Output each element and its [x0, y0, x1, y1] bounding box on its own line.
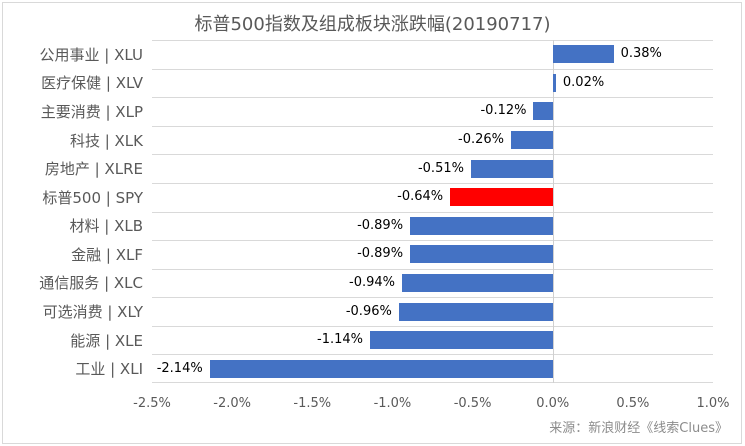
value-label: -0.96% — [345, 303, 392, 319]
gridline — [152, 40, 713, 41]
bar — [410, 245, 553, 264]
category-label: 科技 | XLK — [69, 131, 143, 150]
bar — [552, 45, 614, 64]
bar — [410, 216, 553, 235]
gridline — [152, 325, 713, 327]
bar — [398, 302, 553, 321]
x-tick-label: 1.0% — [696, 396, 730, 411]
bar — [552, 73, 556, 92]
gridline — [152, 268, 713, 270]
category-label: 通信服务 | XLC — [39, 274, 143, 293]
gridline — [152, 97, 713, 99]
category-label: 房地产 | XLRE — [44, 160, 143, 179]
plot-area: 0.38% 0.02% -0.12% -0.26% -0.51% -0.64% -0.89%… — [152, 40, 713, 383]
x-tick-label: -1.5% — [293, 396, 332, 411]
category-label: 能源 | XLE — [70, 331, 143, 350]
value-label: 0.02% — [562, 74, 605, 90]
category-label: 公用事业 | XLU — [39, 45, 143, 64]
x-tick-label: 0.5% — [616, 396, 650, 411]
x-axis: -2.5% -2.0% -1.5% -1.0% -0.5% 0.0% 0.5% 1.0% — [133, 396, 729, 414]
value-label: -0.64% — [397, 189, 444, 205]
gridline — [152, 354, 713, 356]
gridline — [152, 382, 713, 383]
category-axis: 公用事业 | XLU 医疗保健 | XLV 主要消费 | XLP 科技 | XLK 房地… — [0, 40, 143, 383]
category-label: 标普500 | SPY — [42, 188, 143, 207]
gridline — [152, 182, 713, 184]
gridline — [152, 125, 713, 127]
gridline — [152, 154, 713, 156]
value-label: -2.14% — [156, 360, 203, 376]
value-label: -0.89% — [357, 246, 404, 262]
gridline — [152, 297, 713, 299]
category-label: 主要消费 | XLP — [40, 102, 143, 121]
source-text: 来源：新浪财经《线索Clues》 — [549, 421, 728, 436]
value-label: -0.94% — [349, 274, 396, 290]
bar — [402, 273, 553, 292]
category-label: 医疗保健 | XLV — [41, 74, 143, 93]
x-tick-label: -1.0% — [373, 396, 412, 411]
category-label: 可选消费 | XLY — [42, 303, 143, 322]
x-tick-label: 0.0% — [536, 396, 570, 411]
bar — [209, 359, 553, 378]
zero-axis-line — [552, 40, 554, 383]
bar — [369, 331, 553, 350]
gridline — [152, 240, 713, 242]
value-label: -0.51% — [417, 160, 464, 176]
gridline — [152, 211, 713, 213]
gridline — [152, 68, 713, 70]
chart-title: 标普500指数及组成板块涨跌幅(20190717) — [194, 14, 551, 35]
category-label: 金融 | XLF — [71, 245, 143, 264]
value-label: -0.89% — [357, 217, 404, 233]
bar — [511, 131, 553, 150]
value-label: -0.12% — [480, 103, 527, 119]
category-label: 材料 | XLB — [69, 217, 143, 236]
value-label: -1.14% — [317, 332, 363, 348]
x-tick-label: -2.0% — [213, 396, 251, 411]
bar — [450, 188, 553, 207]
category-label: 工业 | XLI — [75, 360, 143, 379]
x-tick-label: -2.5% — [133, 396, 171, 411]
bar — [470, 159, 553, 178]
value-label: -0.26% — [458, 132, 505, 148]
value-label: 0.38% — [620, 46, 662, 62]
x-tick-label: -0.5% — [453, 396, 492, 411]
bar — [533, 102, 553, 121]
